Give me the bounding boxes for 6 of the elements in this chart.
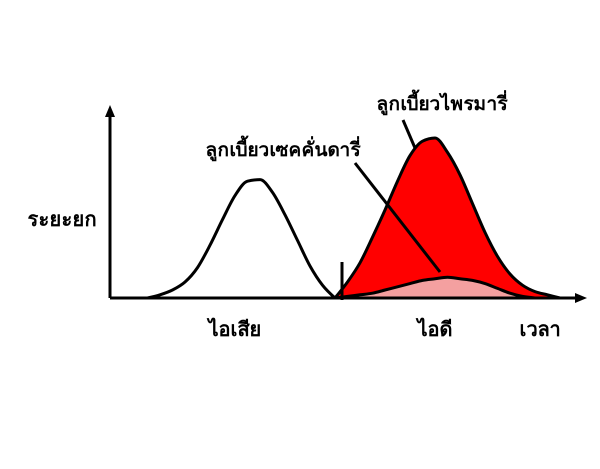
y-axis-title: ระยะยก: [28, 207, 96, 231]
x-tick-label: ไอดี: [416, 317, 452, 341]
annotation: ลูกเบี้ยวเซคคั่นดารี่: [206, 135, 362, 162]
x-axis-title: เวลา: [520, 317, 560, 341]
text: ลูกเบี้ยวไพรมารี่: [376, 89, 508, 116]
x-tick-label: ไอเสีย: [206, 317, 262, 341]
